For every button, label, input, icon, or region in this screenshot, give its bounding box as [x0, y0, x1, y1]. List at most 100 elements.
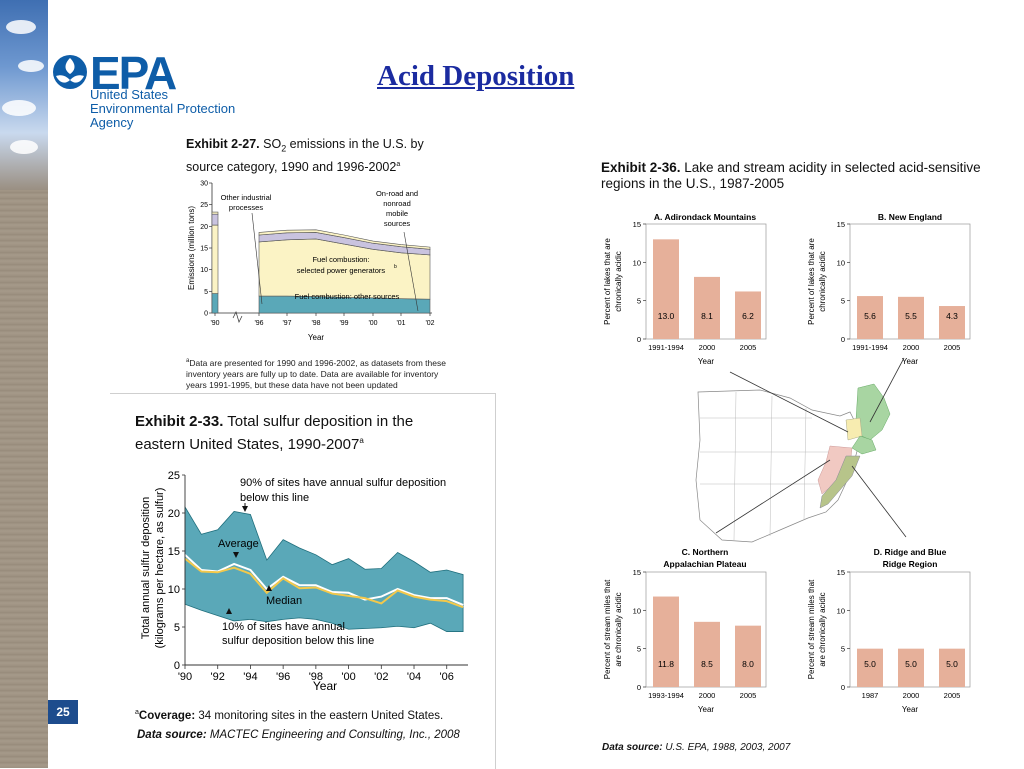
exhibit-27-area-mobile — [211, 211, 219, 215]
exhibit-33-source-text: MACTEC Engineering and Consulting, Inc.,… — [206, 729, 460, 741]
exhibit-36-bar-label: 8.5 — [701, 659, 713, 669]
exhibit-36-leader-b — [869, 357, 905, 423]
exhibit-36-x-label: Year — [902, 357, 919, 366]
exhibit-36-x-tick-label: 1987 — [862, 691, 879, 700]
exhibit-33-x-tick-label: '98 — [309, 671, 323, 683]
exhibit-36-bar — [857, 296, 883, 339]
exhibit-33-annotation-median-arrow — [266, 585, 272, 591]
exhibit-33-x-label: Year — [313, 679, 337, 693]
exhibit-33-x-tick-label: '06 — [440, 671, 454, 683]
exhibit-36-y-tick-label: 10 — [633, 606, 641, 615]
exhibit-36-bar — [653, 239, 679, 339]
exhibit-33-coverage: aCoverage: 34 monitoring sites in the ea… — [135, 709, 443, 722]
exhibit-36-bar-label: 6.2 — [742, 311, 754, 321]
exhibit-36-label: Exhibit 2-36. — [601, 160, 681, 175]
exhibit-27-x-tick-label: '97 — [282, 320, 291, 327]
exhibit-36-panel-title-1: D. Ridge and Blue — [874, 547, 947, 557]
exhibit-33-coverage-mark: a — [135, 709, 139, 716]
exhibit-36-x-tick-label: 2005 — [944, 691, 961, 700]
exhibit-36-y-tick-label: 15 — [837, 220, 845, 229]
exhibit-36-bar-label: 11.8 — [658, 659, 674, 669]
exhibit-36-region-map — [695, 383, 891, 543]
exhibit-27-y-tick-label: 15 — [200, 246, 208, 253]
exhibit-27-title: Exhibit 2-27. SO2 emissions in the U.S. … — [186, 137, 446, 175]
exhibit-33-annotation-median: Median — [266, 595, 302, 607]
exhibit-36-bar-label: 4.3 — [946, 311, 958, 321]
map-region-adirondack — [845, 417, 863, 441]
exhibit-36-bar-label: 5.0 — [864, 659, 876, 669]
exhibit-33-annotation-average: Average — [218, 538, 259, 550]
exhibit-27-axis-break — [232, 311, 243, 323]
map-state-border — [769, 395, 773, 537]
exhibit-36-bar-label: 13.0 — [658, 311, 675, 321]
exhibit-36-x-tick-label: 2005 — [740, 691, 757, 700]
agency-line-1: United States — [90, 87, 169, 102]
exhibit-27-x-tick-label: '90 — [210, 320, 219, 327]
exhibit-36-y-tick-label: 15 — [837, 568, 845, 577]
exhibit-36-leader-a — [729, 371, 849, 433]
exhibit-33-y-tick-label: 5 — [174, 622, 180, 634]
exhibit-27-series-label-mobile: On-road and — [376, 189, 418, 198]
exhibit-27-area-mobile — [258, 229, 431, 250]
exhibit-33-coverage-text: 34 monitoring sites in the eastern Unite… — [195, 709, 444, 722]
exhibit-33-label: Exhibit 2-33. — [135, 413, 224, 430]
exhibit-36-panel-title-1: C. Northern — [682, 547, 729, 557]
exhibit-36-y-tick-label: 5 — [637, 645, 641, 654]
exhibit-36-y-label-1: Percent of lakes that are — [807, 238, 816, 325]
exhibit-36-x-label: Year — [698, 705, 715, 714]
exhibit-36-y-label-1: Percent of lakes that are — [603, 238, 612, 325]
exhibit-27-footnote-text: Data are presented for 1990 and 1996-200… — [186, 357, 446, 390]
map-region-new-england-south — [851, 435, 877, 455]
exhibit-36-source: Data source: U.S. EPA, 1988, 2003, 2007 — [602, 742, 790, 753]
exhibit-36-title-text: Lake and stream acidity in selected acid… — [601, 160, 981, 191]
exhibit-33-x-tick-label: '04 — [407, 671, 421, 683]
agency-line-3: Agency — [90, 115, 134, 130]
exhibit-36-bar — [857, 648, 883, 687]
exhibit-33-x-tick-label: '00 — [341, 671, 355, 683]
epa-logo: EPA United States Environmental Protecti… — [52, 47, 252, 130]
exhibit-36-source-text: U.S. EPA, 1988, 2003, 2007 — [662, 742, 791, 753]
exhibit-27-series-label-industrial-1: Other industrial — [221, 193, 272, 202]
exhibit-33-y-tick-label: 0 — [174, 660, 180, 672]
exhibit-36-panel-title: A. Adirondack Mountains — [654, 212, 756, 222]
exhibit-27-y-tick-label: 0 — [204, 311, 208, 318]
exhibit-36-y-label-1: Percent of stream miles that — [603, 579, 612, 679]
exhibit-36-bar-label: 5.6 — [864, 311, 876, 321]
exhibit-36-x-tick-label: 2005 — [740, 343, 757, 352]
exhibit-36-bar — [735, 291, 761, 339]
exhibit-36-bar — [653, 596, 679, 687]
exhibit-33-annotation-average-arrow — [233, 552, 239, 558]
map-state-border — [733, 391, 737, 541]
exhibit-33-annotation-upper-arrow — [242, 506, 248, 512]
exhibit-36-bar-label: 5.0 — [946, 659, 958, 669]
exhibit-27-x-tick-label: '96 — [254, 320, 263, 327]
exhibit-36-bar — [898, 296, 924, 339]
exhibit-36-x-label: Year — [698, 357, 715, 366]
exhibit-27-mobile-leader — [403, 231, 419, 312]
exhibit-36-y-tick-label: 0 — [637, 335, 641, 344]
exhibit-36-x-label: Year — [902, 705, 919, 714]
exhibit-36-bar — [694, 621, 720, 687]
exhibit-27-series-label-other: Fuel combustion: other sources — [295, 292, 400, 301]
exhibit-33-annotation-upper-2: below this line — [240, 492, 309, 504]
exhibit-36-y-tick-label: 10 — [633, 258, 641, 267]
exhibit-36-panel-title-2: Appalachian Plateau — [663, 559, 746, 569]
exhibit-27-footnote: aData are presented for 1990 and 1996-20… — [186, 356, 456, 391]
exhibit-33-coverage-label: Coverage: — [138, 709, 196, 722]
exhibit-36-bar — [939, 648, 965, 687]
agency-name: United States Environmental Protection A… — [90, 88, 235, 130]
exhibit-33-annotation-lower-2: sulfur deposition below this line — [222, 635, 374, 647]
exhibit-36-bar — [694, 276, 720, 339]
exhibit-36-x-tick-label: 1991-1994 — [648, 343, 684, 352]
exhibit-36-leader-c — [715, 459, 831, 534]
map-eastern-us-outline — [695, 389, 861, 543]
exhibit-36-bar — [898, 648, 924, 687]
exhibit-36-panel-title-2: Ridge Region — [883, 559, 938, 569]
exhibit-36-y-tick-label: 0 — [841, 683, 845, 692]
exhibit-36-y-label-2: chronically acidic — [614, 251, 623, 311]
exhibit-27-series-label-industrial-2: processes — [229, 203, 263, 212]
slide-title[interactable]: Acid Deposition — [377, 60, 575, 92]
